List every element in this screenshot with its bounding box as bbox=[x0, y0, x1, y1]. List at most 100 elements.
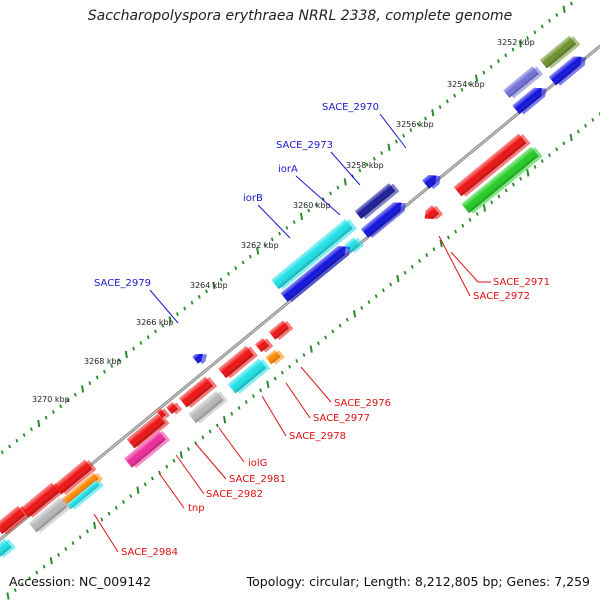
gene-label[interactable]: SACE_2978 bbox=[289, 431, 346, 442]
gene-label[interactable]: SACE_2982 bbox=[206, 489, 263, 500]
gene-feature[interactable] bbox=[53, 458, 97, 497]
scale-tick bbox=[270, 237, 274, 242]
scale-tick bbox=[416, 122, 420, 127]
scale-tick bbox=[143, 482, 147, 487]
gene-label[interactable]: SACE_2981 bbox=[229, 474, 286, 485]
scale-tick bbox=[187, 447, 190, 451]
gene-feature[interactable] bbox=[360, 197, 409, 240]
gene-label[interactable]: iorB bbox=[243, 193, 263, 204]
gene-feature[interactable] bbox=[28, 496, 72, 535]
gene-feature[interactable] bbox=[265, 348, 285, 367]
scale-tick bbox=[474, 74, 479, 82]
gene-feature[interactable] bbox=[188, 389, 228, 425]
gene-feature[interactable] bbox=[254, 336, 274, 354]
scale-tick bbox=[201, 435, 205, 440]
scale-tick bbox=[6, 592, 10, 600]
gene-feature[interactable] bbox=[512, 82, 549, 116]
scale-tick bbox=[64, 547, 68, 551]
gene-label[interactable]: iolG bbox=[248, 458, 267, 469]
gene-label[interactable]: SACE_2976 bbox=[334, 398, 391, 409]
genome-summary-text: Topology: circular; Length: 8,212,805 bp… bbox=[246, 574, 590, 589]
gene-feature[interactable] bbox=[227, 357, 271, 396]
scale-tick bbox=[205, 289, 209, 294]
gene-feature[interactable] bbox=[179, 375, 218, 410]
scale-tick bbox=[360, 306, 364, 310]
scale-tick bbox=[280, 370, 284, 375]
scale-label: 3260 kbp bbox=[293, 201, 331, 210]
gene-feature[interactable] bbox=[0, 504, 30, 537]
gene-feature[interactable] bbox=[503, 64, 544, 100]
scale-tick bbox=[266, 380, 270, 389]
gene-feature[interactable] bbox=[0, 537, 16, 560]
gene-feature[interactable] bbox=[421, 203, 444, 225]
gene-feature[interactable] bbox=[461, 145, 543, 216]
scale-tick bbox=[234, 266, 238, 271]
gene-label[interactable]: SACE_2977 bbox=[313, 413, 370, 424]
scale-tick bbox=[150, 476, 154, 481]
scale-labels: 3252 kbp 3254 kbp 3256 kbp 3258 kbp 3260 kbp… bbox=[32, 38, 535, 404]
scale-tick bbox=[285, 225, 289, 230]
leader-line bbox=[158, 472, 185, 509]
scale-tick bbox=[345, 317, 349, 322]
gene-feature[interactable] bbox=[422, 169, 444, 191]
gene-label[interactable]: SACE_2971 bbox=[493, 277, 550, 288]
scale-tick bbox=[591, 117, 595, 122]
gene-feature[interactable] bbox=[268, 319, 294, 342]
scale-tick bbox=[511, 47, 515, 52]
leader-line bbox=[450, 251, 491, 283]
gene-feature[interactable] bbox=[192, 348, 210, 366]
gene-feature[interactable] bbox=[218, 344, 258, 380]
gene-label[interactable]: SACE_2979 bbox=[94, 278, 151, 289]
scale-tick bbox=[338, 323, 342, 328]
scale-tick bbox=[389, 282, 393, 287]
gene-feature[interactable] bbox=[539, 34, 581, 71]
leader-line bbox=[300, 366, 332, 403]
scale-tick bbox=[161, 323, 165, 328]
gene-label[interactable]: SACE_2973 bbox=[276, 140, 333, 151]
gene-feature[interactable] bbox=[354, 181, 400, 221]
gene-label[interactable]: SACE_2984 bbox=[121, 547, 178, 558]
scale-tick bbox=[324, 335, 328, 340]
scale-tick bbox=[42, 564, 46, 569]
scale-tick bbox=[165, 464, 169, 469]
gene-feature[interactable] bbox=[126, 412, 170, 451]
leader-line bbox=[195, 443, 227, 480]
scale-label: 3264 kbp bbox=[190, 281, 228, 290]
gene-feature[interactable] bbox=[124, 428, 171, 469]
scale-tick bbox=[314, 202, 318, 207]
gene-label[interactable]: tnp bbox=[188, 503, 205, 514]
scale-tick bbox=[555, 13, 559, 17]
gene-label[interactable]: SACE_2972 bbox=[473, 291, 530, 302]
scale-tick bbox=[190, 300, 194, 305]
gene-feature[interactable] bbox=[66, 479, 104, 512]
gene-label[interactable]: iorA bbox=[278, 164, 298, 175]
scale-tick bbox=[526, 169, 530, 177]
gene-feature[interactable] bbox=[271, 217, 358, 291]
leader-line bbox=[295, 175, 341, 216]
scale-tick bbox=[30, 427, 33, 432]
gene-feature[interactable] bbox=[453, 132, 531, 199]
gene-feature[interactable] bbox=[61, 471, 103, 508]
gene-feature[interactable] bbox=[20, 481, 64, 520]
scale-tick bbox=[175, 312, 179, 317]
scale-tick bbox=[95, 375, 99, 380]
scale-tick bbox=[117, 358, 121, 363]
scale-tick bbox=[146, 335, 150, 340]
scale-tick bbox=[490, 200, 494, 205]
gene-label[interactable]: SACE_2970 bbox=[322, 102, 379, 113]
leader-line bbox=[330, 151, 361, 186]
scale-tick bbox=[28, 576, 32, 581]
scale-tick bbox=[540, 24, 544, 29]
scale-tick bbox=[343, 178, 347, 186]
scale-tick bbox=[336, 185, 340, 190]
gene-feature[interactable] bbox=[156, 406, 171, 420]
scale-tick bbox=[511, 182, 515, 187]
scale-tick bbox=[44, 415, 48, 420]
gene-feature[interactable] bbox=[548, 51, 590, 88]
scale-tick bbox=[93, 521, 97, 530]
scale-tick bbox=[519, 176, 523, 181]
gene-feature[interactable] bbox=[166, 400, 183, 416]
scale-tick bbox=[569, 1, 573, 6]
gene-feature[interactable] bbox=[280, 240, 354, 304]
